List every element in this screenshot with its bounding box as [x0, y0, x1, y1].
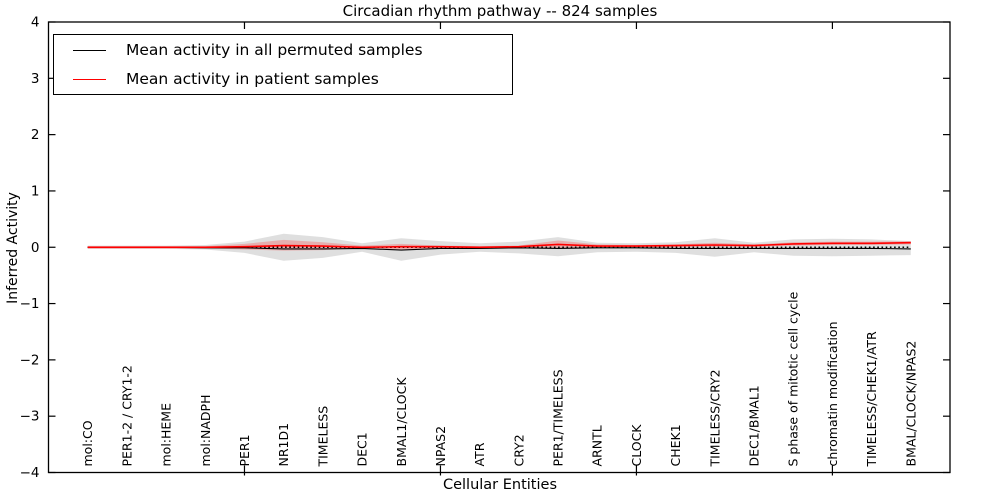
category-label: CLOCK [629, 424, 644, 467]
category-label: NR1D1 [276, 423, 291, 467]
category-label: chromatin modification [825, 322, 840, 467]
category-label: CHEK1 [668, 424, 683, 466]
series-lines [87, 241, 911, 251]
category-label: BMAL/CLOCK/NPAS2 [903, 341, 918, 467]
y-tick-label: −2 [20, 352, 40, 368]
category-label: TIMELESS [315, 406, 330, 468]
y-axis-label: Inferred Activity [5, 192, 21, 304]
y-tick-label: 2 [31, 127, 40, 143]
category-label: S phase of mitotic cell cycle [786, 291, 801, 466]
category-label: DEC1 [355, 432, 370, 466]
category-label: PER1-2 / CRY1-2 [119, 365, 134, 466]
patient-mean-line [87, 241, 911, 249]
category-label: mol:NADPH [198, 395, 213, 467]
category-label: TIMELESS/CHEK1/ATR [864, 331, 879, 468]
y-tick-label: 1 [31, 183, 40, 199]
chart-title: Circadian rhythm pathway -- 824 samples [342, 2, 658, 20]
patient-samples-range-band [87, 239, 911, 251]
category-label: TIMELESS/CRY2 [707, 369, 722, 467]
legend-label: Mean activity in patient samples [126, 70, 379, 88]
y-tick-label: 4 [31, 15, 40, 31]
x-axis-ticks [243, 22, 834, 476]
y-tick-label: 0 [31, 240, 40, 256]
legend-item-permuted: Mean activity in all permuted samples [54, 36, 512, 64]
category-label: ATR [472, 442, 487, 466]
category-label: mol:CO [80, 420, 95, 466]
y-tick-label: −3 [20, 409, 40, 425]
y-tick-label: 3 [31, 71, 40, 87]
legend-item-patient: Mean activity in patient samples [54, 65, 512, 93]
legend-box: Mean activity in all permuted samples Me… [53, 34, 513, 95]
category-labels: mol:CO PER1-2 / CRY1-2 mol:HEME mol:NADPH PE… [80, 291, 918, 467]
red-line-swatch [73, 78, 106, 80]
category-label: mol:HEME [159, 403, 174, 467]
x-axis-label: Cellular Entities [442, 477, 558, 493]
category-label: NPAS2 [433, 426, 448, 467]
black-line-swatch [73, 49, 106, 51]
category-label: DEC1/BMAL1 [747, 385, 762, 466]
legend-label: Mean activity in all permuted samples [126, 41, 423, 59]
y-tick-label: −4 [20, 465, 40, 481]
category-label: CRY2 [511, 434, 526, 466]
category-label: PER1/TIMELESS [551, 369, 566, 466]
y-axis-ticks: 4 3 2 1 0 −1 −2 −3 −4 [20, 15, 950, 481]
category-label: PER1 [237, 434, 252, 466]
y-tick-label: −1 [20, 296, 40, 312]
category-label: BMAL1/CLOCK [394, 377, 409, 467]
category-label: ARNTL [590, 425, 605, 466]
